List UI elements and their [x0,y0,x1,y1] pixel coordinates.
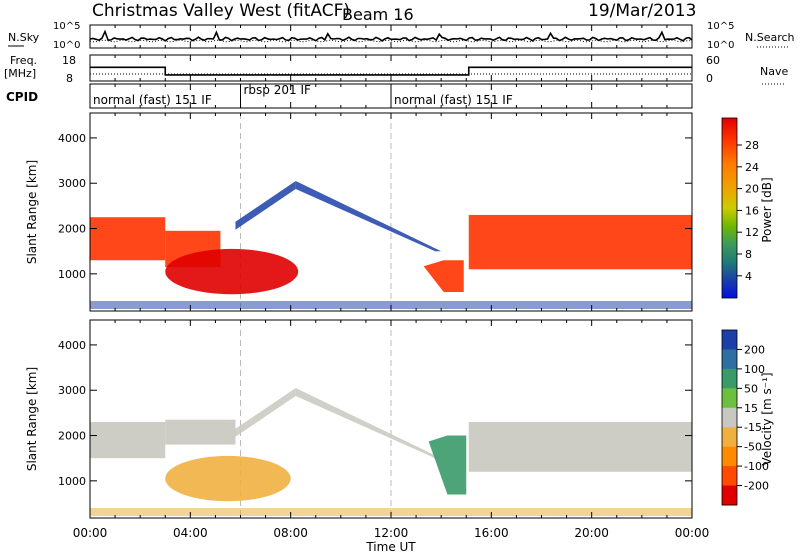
nave-tick-top: 60 [706,54,720,67]
velocity-colorbar-step [722,368,737,389]
velocity-colorbar-tick: -100 [744,460,769,473]
velocity-ylabel: Slant Range [km] [25,367,39,471]
noise-panel: N.Sky 10^5 10^0 10^5 10^0 N.Search [8,21,795,51]
cpid-segment-3: normal (fast) 151 IF [394,93,513,107]
velocity-ytick-label: 4000 [58,339,86,352]
freq-left-tick-top: 18 [62,54,76,67]
velocity-ytick-label: 1000 [58,475,86,488]
date-label: 19/Mar/2013 [588,1,696,21]
velocity-region-near-echo [165,455,291,502]
velocity-data-layer [90,320,692,518]
velocity-region-arc-rise [235,387,296,437]
power-region-arc-fall [295,180,442,252]
velocity-colorbar-step [722,330,737,350]
velocity-colorbar-tick: 200 [744,343,765,356]
power-colorbar-label: Power [dB] [760,177,774,242]
power-ylabel: Slant Range [km] [25,160,39,264]
power-ytick-label: 2000 [58,223,86,236]
power-ytick-label: 4000 [58,132,86,145]
power-ytick-label: 1000 [58,268,86,281]
power-colorbar-tick: 4 [745,270,752,283]
velocity-colorbar-tick: 100 [744,363,765,376]
cpid-segment-1: normal (fast) 151 IF [93,93,212,107]
velocity-colorbar-step [722,427,737,448]
velocity-colorbar-tick: 15 [744,402,758,415]
velocity-region-band-left [90,421,166,459]
time-tick-label: 08:00 [273,526,308,540]
noise-left-tick-bottom: 10^0 [53,40,80,51]
velocity-region-cusp [428,435,467,495]
beam-label: Beam 16 [342,5,414,24]
time-tick-label: 04:00 [173,526,208,540]
time-tick-label: 16:00 [474,526,509,540]
noise-left-tick-top: 10^5 [53,21,80,32]
velocity-region-band-right [468,421,692,472]
power-region-band-left [90,217,166,261]
velocity-ytick-label: 3000 [58,384,86,397]
freq-panel: Freq. [MHz] 18 8 60 0 Nave [4,54,788,85]
velocity-colorbar-tick: -15 [744,421,762,434]
velocity-colorbar-label: Velocity [m s⁻¹] [760,372,774,465]
cpid-segment-2: rbsp 201 IF [244,83,311,97]
time-tick-label: 00:00 [675,526,710,540]
nave-label: Nave [760,65,788,78]
velocity-ytick-label: 2000 [58,430,86,443]
freq-label-1: Freq. [10,54,37,67]
power-region-cusp [423,260,464,292]
velocity-colorbar-step [722,466,737,487]
velocity-panel: 4000 3000 2000 1000 Slant Range [km] Time U… [25,319,693,554]
power-colorbar-tick: 28 [745,139,759,152]
freq-left-tick-bottom: 8 [66,72,73,85]
velocity-colorbar-step [722,349,737,370]
velocity-colorbar-tick: -50 [744,441,762,454]
time-axis-label: Time UT [365,540,416,554]
velocity-colorbar-step [722,388,737,409]
power-data-layer [90,113,692,311]
velocity-colorbar-step [722,446,737,467]
noise-right-label: N.Search [745,31,795,44]
power-colorbar-tick: 8 [745,248,752,261]
velocity-region-arc-fall [295,387,442,459]
power-colorbar: 28 24 20 16 12 8 4 Power [dB] [721,117,774,299]
noise-right-tick-top: 10^5 [707,21,734,32]
velocity-colorbar-step [722,485,737,506]
velocity-colorbar-tick: -200 [744,480,769,493]
time-tick-label: 00:00 [73,526,108,540]
noise-sky-line [89,29,693,42]
power-panel: 4000 3000 2000 1000 Slant Range [km] [25,112,693,312]
time-tick-label: 20:00 [574,526,609,540]
power-region-arc-rise [235,180,296,230]
power-colorbar-tick: 16 [745,204,759,217]
power-region-band-right [468,214,692,270]
nave-tick-bottom: 0 [706,72,713,85]
station-title: Christmas Valley West (fitACF) [92,1,350,21]
power-ytick-label: 3000 [58,177,86,190]
velocity-colorbar-tick: 50 [744,382,758,395]
velocity-colorbar-step [722,407,737,428]
freq-label-2: [MHz] [4,67,36,80]
power-colorbar-tick: 20 [745,183,759,196]
power-colorbar-tick: 12 [745,226,759,239]
time-tick-label: 12:00 [374,526,409,540]
frequency-line [90,66,692,76]
noise-right-tick-bottom: 10^0 [707,40,734,51]
cpid-panel: CPID normal (fast) 151 IF rbsp 201 IF no… [6,83,693,109]
power-region-near-echo [165,248,299,295]
noise-search-line [89,39,692,43]
velocity-colorbar: 200 100 50 15 -15 -50 -100 -200 Velocity [m s⁻¹… [721,329,774,506]
noise-left-label: N.Sky [8,31,40,44]
cpid-label: CPID [6,90,38,104]
power-colorbar-tick: 24 [745,161,759,174]
velocity-region-band-morning [165,419,236,445]
